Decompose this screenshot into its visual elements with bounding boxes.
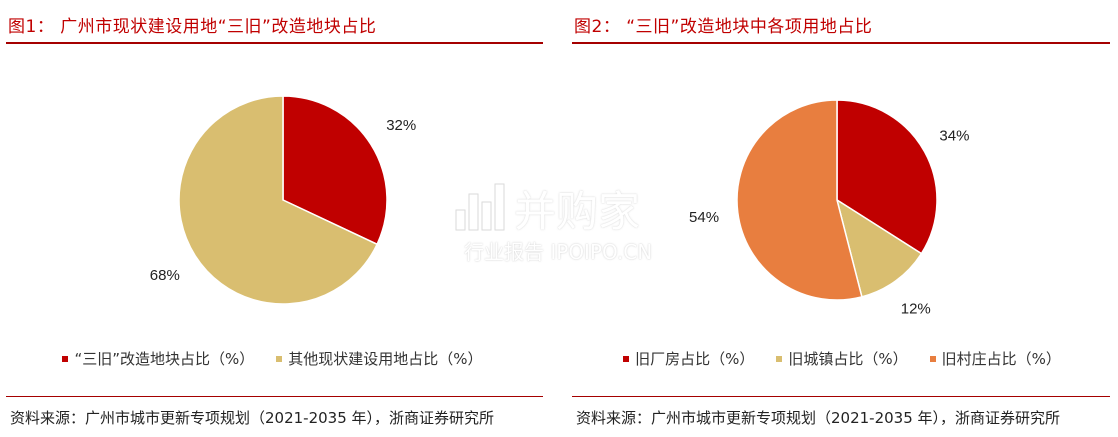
legend-swatch [276,355,283,362]
chart-panel-1: 图1： 广州市现状建设用地“三旧”改造地块占比 32% 68% “三旧”改造地块占… [0,0,545,437]
pie-slice [282,95,388,246]
legend-label: “三旧”改造地块占比（%） [74,350,255,368]
chart-2-title: 图2： “三旧”改造地块中各项用地占比 [574,17,873,37]
chart-panel-2: 图2： “三旧”改造地块中各项用地占比 34% 12% 54% 旧厂房占比（%） 旧… [566,0,1118,437]
pie-chart-1: 32% 68% [150,95,416,305]
legend-item: 其他现状建设用地占比（%） [276,348,483,369]
source-rule [6,396,543,397]
pie-slice [835,198,923,298]
chart-1-title: 图1： 广州市现状建设用地“三旧”改造地块占比 [8,17,377,37]
pie-slice [736,99,863,301]
chart-2-legend: 旧厂房占比（%） 旧城镇占比（%） 旧村庄占比（%） [566,348,1118,369]
legend-label: 其他现状建设用地占比（%） [288,350,483,368]
legend-item: 旧厂房占比（%） [623,348,754,369]
legend-item: “三旧”改造地块占比（%） [62,348,254,369]
chart-1-source: 资料来源：广州市城市更新专项规划（2021-2035 年），浙商证券研究所 [10,409,495,427]
legend-label: 旧城镇占比（%） [788,350,908,368]
chart-1-legend: “三旧”改造地块占比（%） 其他现状建设用地占比（%） [0,348,545,369]
chart-2-source: 资料来源：广州市城市更新专项规划（2021-2035 年），浙商证券研究所 [576,409,1061,427]
legend-swatch [776,355,783,362]
legend-item: 旧城镇占比（%） [776,348,908,369]
source-rule [572,396,1110,397]
legend-label: 旧厂房占比（%） [635,350,755,368]
title-rule [572,42,1110,44]
legend-swatch [62,355,69,362]
pie-slice [178,95,379,305]
pie-chart-2: 34% 12% 54% [689,99,969,317]
legend-label: 旧村庄占比（%） [941,350,1061,368]
pie-data-label: 34% [939,127,969,144]
pie-data-label: 68% [150,267,180,284]
pie-data-label: 32% [386,117,416,134]
legend-swatch [623,355,630,362]
legend-swatch [929,355,936,362]
title-rule [6,42,543,44]
pie-data-label: 12% [901,300,931,317]
pie-data-label: 54% [689,209,719,226]
legend-item: 旧村庄占比（%） [929,348,1061,369]
